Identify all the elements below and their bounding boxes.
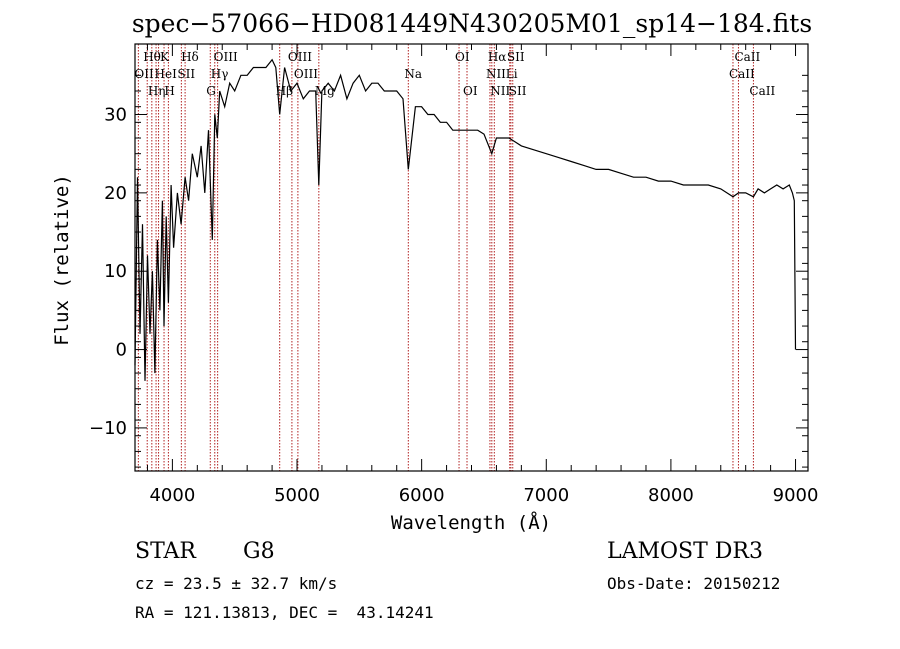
spectral-line-label: OIII bbox=[214, 50, 238, 64]
spectral-line-label: OII bbox=[134, 67, 154, 81]
x-tick-label: 5000 bbox=[274, 485, 320, 506]
plot-frame bbox=[134, 43, 809, 472]
spectral-line-label: OI bbox=[455, 50, 470, 64]
spectral-line-label: CaII bbox=[734, 50, 760, 64]
spectral-line-label: K bbox=[160, 50, 170, 64]
x-tick-label: 8000 bbox=[648, 485, 694, 506]
spectral-line-label: Na bbox=[404, 67, 422, 81]
x-axis-label: Wavelength (Å) bbox=[391, 511, 551, 534]
spectral-line-label: G bbox=[206, 84, 216, 98]
redshift-velocity: cz = 23.5 ± 32.7 km/s bbox=[135, 574, 338, 593]
spectral-line-label: Mg bbox=[315, 84, 335, 98]
object-subclass: G8 bbox=[243, 539, 275, 564]
survey-name: LAMOST DR3 bbox=[607, 539, 763, 564]
spectral-line-label: OIII bbox=[288, 50, 312, 64]
object-class: STAR bbox=[135, 539, 196, 564]
x-tick-label: 7000 bbox=[523, 485, 569, 506]
y-tick-label: 10 bbox=[104, 261, 127, 282]
x-tick-label: 9000 bbox=[773, 485, 819, 506]
spectral-line-label: SII bbox=[509, 84, 527, 98]
spectral-line-label: OI bbox=[463, 84, 478, 98]
spectrum-chart: spec−57066−HD081449N430205M01_sp14−184.f… bbox=[51, 9, 819, 534]
spectral-line-label: Hγ bbox=[211, 67, 229, 81]
spectral-line-label: SII bbox=[507, 50, 525, 64]
y-tick-label: 0 bbox=[116, 340, 127, 361]
spectrum-line bbox=[134, 58, 797, 381]
spectral-line-label: Hη bbox=[148, 84, 166, 98]
chart-title: spec−57066−HD081449N430205M01_sp14−184.f… bbox=[132, 9, 812, 38]
spectral-line-label: HeI bbox=[155, 67, 178, 81]
spectral-line-label: Hα bbox=[488, 50, 507, 64]
y-axis-label: Flux (relative) bbox=[51, 174, 73, 346]
spectral-line-label: NII bbox=[486, 67, 506, 81]
spectral-line-label: NII bbox=[490, 84, 510, 98]
spectral-line-label: Hθ bbox=[143, 50, 161, 64]
spectral-line-label: CaII bbox=[729, 67, 755, 81]
x-tick-label: 6000 bbox=[399, 485, 445, 506]
y-tick-label: 20 bbox=[104, 183, 127, 204]
y-tick-label: 30 bbox=[104, 105, 127, 126]
coordinates: RA = 121.13813, DEC = 43.14241 bbox=[135, 603, 434, 622]
spectral-line-label: Hβ bbox=[276, 84, 293, 98]
observation-date: Obs-Date: 20150212 bbox=[607, 574, 781, 593]
spectral-line-label: OIII bbox=[294, 67, 318, 81]
spectral-line-label: SII bbox=[177, 67, 195, 81]
y-tick-label: −10 bbox=[89, 418, 127, 439]
spectral-line-label: Hδ bbox=[181, 50, 199, 64]
spectral-line-label: H bbox=[164, 84, 174, 98]
spectral-line-label: CaII bbox=[749, 84, 775, 98]
spectral-line-label: Li bbox=[506, 67, 518, 81]
x-tick-label: 4000 bbox=[149, 485, 195, 506]
